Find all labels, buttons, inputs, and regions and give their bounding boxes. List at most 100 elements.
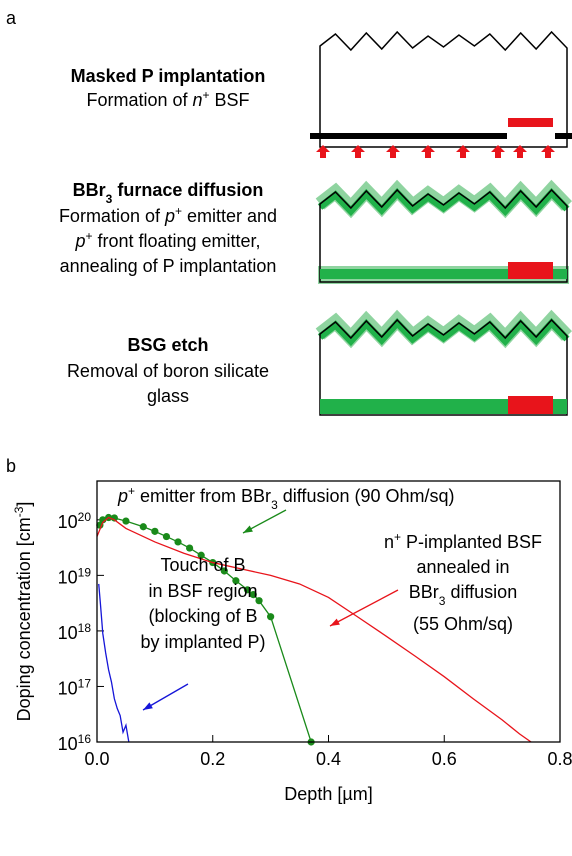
annotation-arrow bbox=[329, 589, 399, 627]
text-run: p bbox=[117, 486, 128, 506]
text-run: + bbox=[394, 530, 401, 544]
emitter-back bbox=[320, 269, 567, 279]
arrow-head bbox=[330, 618, 340, 626]
y-tick-label: 1020 bbox=[58, 510, 92, 532]
emitter-back bbox=[320, 399, 567, 414]
implant-arrow bbox=[351, 145, 365, 158]
data-point bbox=[243, 586, 252, 594]
text-run: by implanted P) bbox=[140, 632, 265, 652]
emitter-layer bbox=[317, 187, 570, 217]
text-run: in BSF region bbox=[148, 581, 257, 601]
implant-arrow bbox=[491, 145, 505, 158]
implant-arrow bbox=[386, 145, 400, 158]
step-text: Formation of p+ emitter and bbox=[59, 204, 277, 226]
data-point bbox=[220, 567, 228, 575]
panel-label: b bbox=[6, 456, 16, 476]
step-text: Removal of boron silicate bbox=[67, 361, 269, 381]
series-line bbox=[99, 516, 312, 742]
text-run: BBr bbox=[73, 180, 106, 200]
data-point bbox=[255, 597, 263, 605]
text-run: p bbox=[74, 231, 85, 251]
text-run: 3 bbox=[439, 594, 446, 608]
text-run: 10 bbox=[58, 567, 78, 587]
text-run: + bbox=[85, 229, 92, 243]
data-point bbox=[139, 523, 147, 531]
annotation: n+ P-implanted BSF bbox=[384, 530, 542, 552]
text-run: emitter and bbox=[182, 206, 277, 226]
text-run: Doping concentration [cm bbox=[14, 517, 34, 721]
text-run: 10 bbox=[58, 734, 78, 754]
x-axis-label: Depth [µm] bbox=[284, 784, 372, 804]
text-run: Depth [µm] bbox=[284, 784, 372, 804]
text-run: annealing of P implantation bbox=[60, 256, 277, 276]
step-text: Formation of n+ BSF bbox=[86, 88, 249, 110]
text-run: ] bbox=[14, 502, 34, 507]
text-run: Removal of boron silicate bbox=[67, 361, 269, 381]
data-point bbox=[122, 517, 130, 525]
wafer bbox=[319, 318, 568, 416]
x-tick-label: 0.2 bbox=[200, 749, 225, 769]
text-run: -3 bbox=[12, 506, 26, 517]
annotation: BBr3 diffusion bbox=[409, 582, 517, 608]
annotation: p+ emitter from BBr3 diffusion (90 Ohm/s… bbox=[117, 484, 455, 512]
data-point bbox=[151, 527, 159, 535]
text-run: 10 bbox=[58, 678, 78, 698]
series-line bbox=[98, 583, 130, 742]
text-run: diffusion bbox=[445, 582, 517, 602]
y-axis-label: Doping concentration [cm-3] bbox=[12, 502, 34, 722]
y-tick-label: 1019 bbox=[58, 565, 92, 587]
data-point bbox=[249, 591, 257, 599]
text-run: 3 bbox=[106, 192, 113, 206]
text-run: 18 bbox=[78, 621, 92, 635]
data-point bbox=[197, 551, 205, 559]
text-run: Formation of bbox=[59, 206, 165, 226]
text-run: + bbox=[175, 204, 182, 218]
wafer bbox=[319, 188, 568, 283]
text-run: BSG etch bbox=[127, 335, 208, 355]
step-text: glass bbox=[147, 386, 189, 406]
text-run: Masked P implantation bbox=[71, 66, 266, 86]
implant-arrow bbox=[541, 145, 555, 158]
mask bbox=[555, 133, 572, 139]
text-run: (55 Ohm/sq) bbox=[413, 614, 513, 634]
step-title: BSG etch bbox=[127, 335, 208, 355]
bsf-region bbox=[508, 396, 553, 414]
text-run: n bbox=[193, 90, 203, 110]
annotation: by implanted P) bbox=[140, 632, 265, 652]
data-point bbox=[174, 538, 182, 546]
text-run: furnace diffusion bbox=[112, 180, 263, 200]
text-run: Formation of bbox=[86, 90, 192, 110]
implant-arrow bbox=[316, 145, 330, 158]
text-run: 19 bbox=[78, 565, 92, 579]
series-line bbox=[97, 516, 532, 742]
y-tick-label: 1016 bbox=[58, 732, 92, 754]
annotation: annealed in bbox=[416, 557, 509, 577]
text-run: front floating emitter, bbox=[92, 231, 260, 251]
arrow-head bbox=[143, 702, 153, 710]
implant-arrow bbox=[513, 145, 527, 158]
text-run: n bbox=[384, 532, 394, 552]
text-run: 10 bbox=[58, 623, 78, 643]
arrow-head bbox=[243, 525, 253, 533]
text-run: 17 bbox=[78, 676, 92, 690]
y-tick-label: 1018 bbox=[58, 621, 92, 643]
x-tick-label: 0.0 bbox=[84, 749, 109, 769]
text-run: p bbox=[164, 206, 175, 226]
step-title: Masked P implantation bbox=[71, 66, 266, 86]
annotation: (55 Ohm/sq) bbox=[413, 614, 513, 634]
plot-frame bbox=[96, 480, 561, 743]
text-run: + bbox=[128, 484, 135, 498]
text-run: emitter from BBr bbox=[135, 486, 271, 506]
text-run: 3 bbox=[271, 498, 278, 512]
text-run: annealed in bbox=[416, 557, 509, 577]
text-run: 10 bbox=[58, 512, 78, 532]
data-point bbox=[186, 544, 194, 552]
step-title: BBr3 furnace diffusion bbox=[73, 180, 264, 206]
process-diagram bbox=[310, 30, 572, 416]
implant-arrow bbox=[421, 145, 435, 158]
text-run: 20 bbox=[78, 510, 92, 524]
annotation: (blocking of B bbox=[148, 606, 257, 626]
text-run: Touch of B bbox=[160, 555, 245, 575]
bsf-region bbox=[508, 118, 553, 127]
